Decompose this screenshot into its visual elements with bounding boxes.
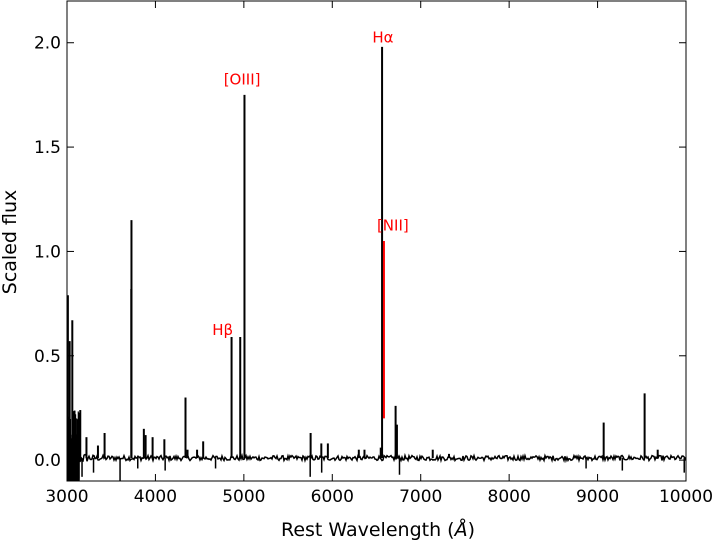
x-axis-label-unit: Å xyxy=(453,518,468,541)
x-tick-label: 4000 xyxy=(134,487,177,507)
annotations: [OIII] Hα [NII] Hβ xyxy=(212,29,409,339)
y-tick-label: 1.0 xyxy=(34,242,61,262)
y-tick-label: 0.0 xyxy=(34,451,61,471)
y-axis-label: Scaled flux xyxy=(0,190,21,294)
x-tick-label: 8000 xyxy=(488,487,531,507)
y-axis: 0.0 0.5 1.0 1.5 2.0 xyxy=(34,34,686,471)
line-annotation: [OIII] xyxy=(224,70,261,88)
y-tick-label: 1.5 xyxy=(34,138,61,158)
x-axis-label: Rest Wavelength (Å) xyxy=(281,518,475,541)
x-tick-label: 5000 xyxy=(222,487,265,507)
line-annotation: Hβ xyxy=(212,321,233,339)
line-annotation: Hα xyxy=(372,29,393,47)
x-tick-label: 3000 xyxy=(45,487,88,507)
x-axis: 3000 4000 5000 6000 7000 8000 9000 10000 xyxy=(45,1,713,507)
x-axis-label-text: Rest Wavelength xyxy=(281,519,441,541)
x-tick-label: 6000 xyxy=(311,487,354,507)
x-tick-label: 10000 xyxy=(659,487,713,507)
spectrum-series xyxy=(67,46,686,481)
line-annotation: [NII] xyxy=(377,217,409,235)
y-tick-label: 2.0 xyxy=(34,34,61,54)
spectrum-continuum xyxy=(67,441,686,466)
plot-frame xyxy=(66,0,687,482)
x-tick-label: 7000 xyxy=(399,487,442,507)
x-tick-label: 9000 xyxy=(576,487,619,507)
y-tick-label: 0.5 xyxy=(34,347,61,367)
plot-content xyxy=(67,46,686,481)
